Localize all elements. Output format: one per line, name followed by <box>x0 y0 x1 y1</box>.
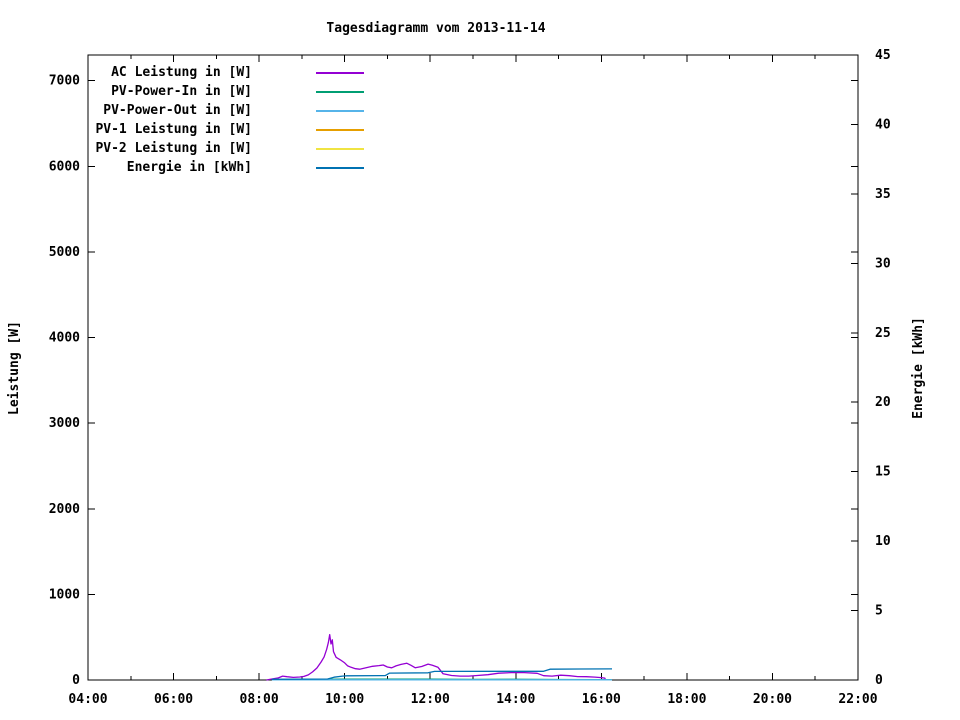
y-left-tick-label: 4000 <box>49 331 80 346</box>
x-tick-label: 10:00 <box>325 692 364 707</box>
y-left-tick-label: 7000 <box>49 74 80 89</box>
x-tick-label: 16:00 <box>582 692 621 707</box>
x-tick-label: 22:00 <box>838 692 877 707</box>
plot-border <box>87 54 859 681</box>
y-right-tick-label: 5 <box>875 604 883 619</box>
x-tick-label: 14:00 <box>496 692 535 707</box>
x-tick-label: 06:00 <box>154 692 193 707</box>
y-right-tick-label: 10 <box>875 534 891 549</box>
y-left-tick-label: 6000 <box>49 159 80 174</box>
x-tick-label: 04:00 <box>68 692 107 707</box>
y-right-tick-label: 40 <box>875 117 891 132</box>
y-right-tick-label: 45 <box>875 48 891 63</box>
y-left-tick-label: 3000 <box>49 416 80 431</box>
x-tick-label: 12:00 <box>411 692 450 707</box>
x-tick-label: 18:00 <box>667 692 706 707</box>
y-right-tick-label: 20 <box>875 395 891 410</box>
y-right-tick-label: 25 <box>875 326 891 341</box>
series-energie-line <box>271 668 613 680</box>
series-ac-line <box>266 633 607 681</box>
y-right-tick-label: 35 <box>875 187 891 202</box>
y-left-tick-label: 5000 <box>49 245 80 260</box>
y-left-tick-label: 0 <box>72 673 80 688</box>
y-left-tick-label: 1000 <box>49 587 80 602</box>
chart-title: Tagesdiagramm vom 2013-11-14 <box>326 21 546 36</box>
x-tick-label: 20:00 <box>753 692 792 707</box>
y-right-tick-label: 30 <box>875 256 891 271</box>
y-left-tick-label: 2000 <box>49 502 80 517</box>
x-tick-label: 08:00 <box>240 692 279 707</box>
y-right-tick-label: 0 <box>875 673 883 688</box>
y-right-tick-label: 15 <box>875 465 891 480</box>
